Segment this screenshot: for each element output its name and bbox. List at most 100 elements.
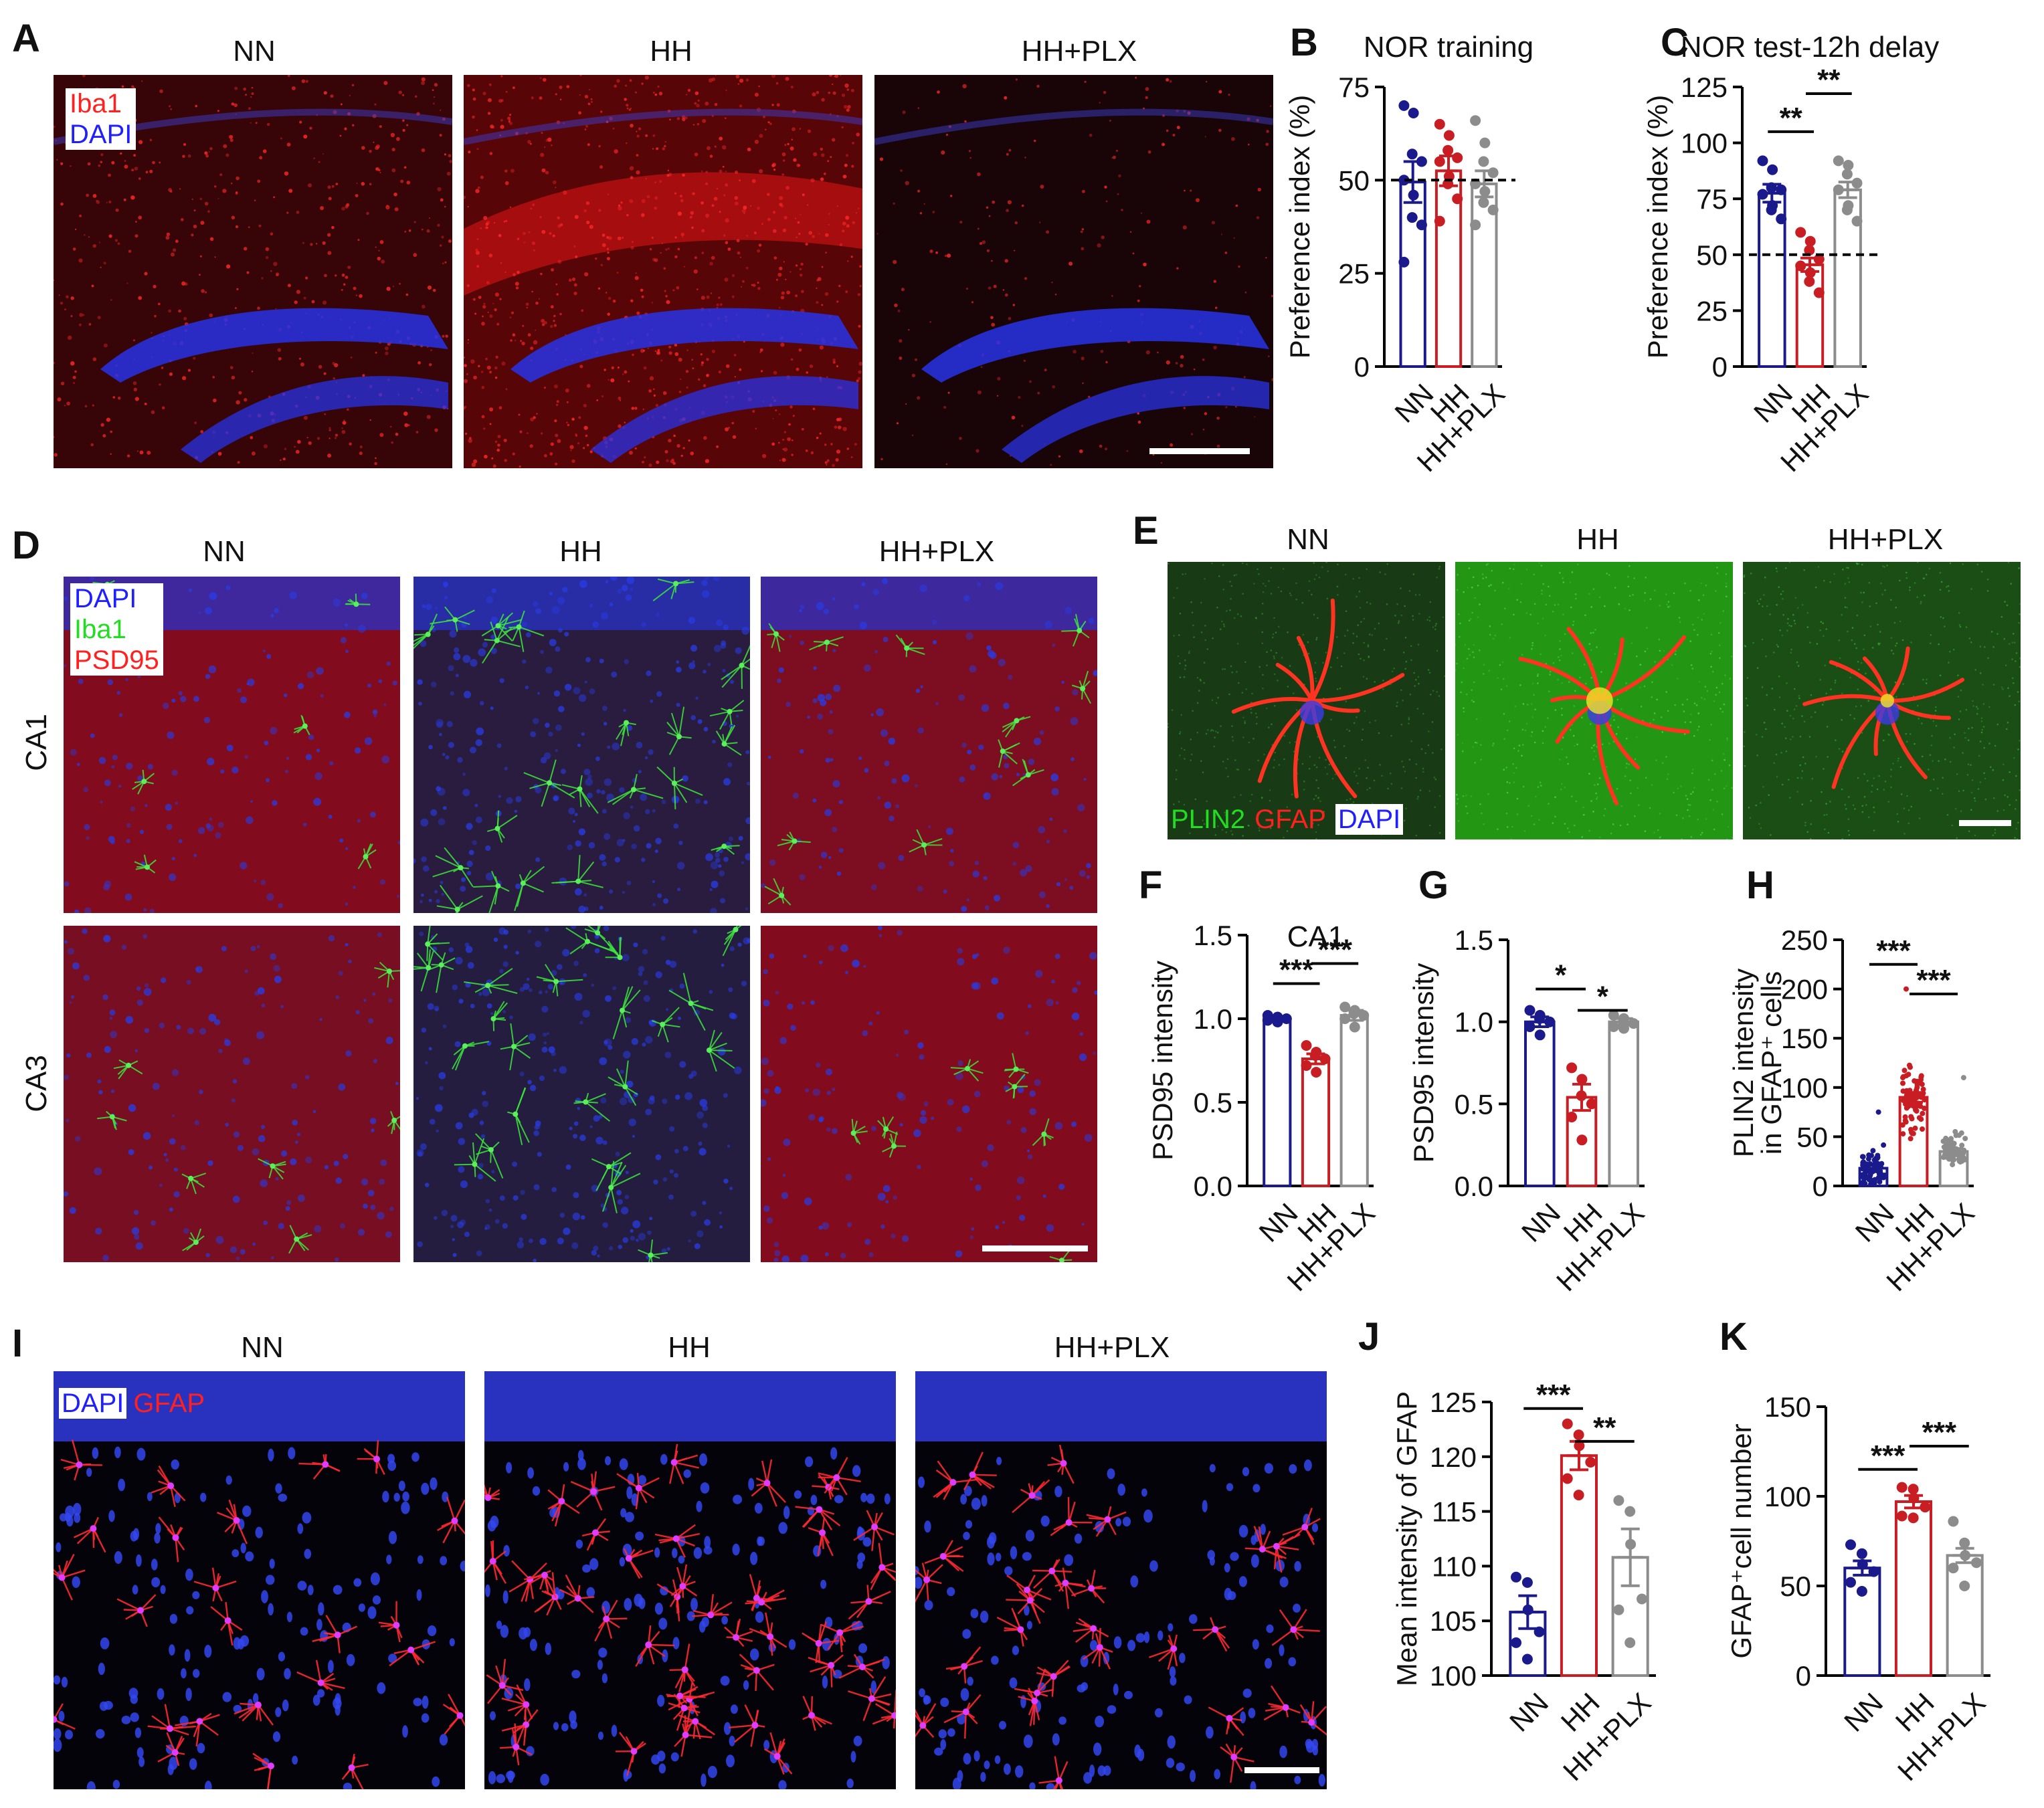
chart-h-point	[1959, 1142, 1965, 1148]
chart-h-point	[1903, 986, 1909, 992]
chart-k-ytick-label: 100	[1764, 1481, 1811, 1512]
chart-f-sig-label: ***	[1279, 954, 1314, 987]
chart-c-point	[1841, 169, 1853, 180]
chart-j-sig-label: ***	[1536, 1379, 1571, 1411]
chart-b-ytick-label: 75	[1338, 72, 1370, 103]
chart-f-point	[1301, 1060, 1312, 1071]
panel-d-row-ca1: CA1	[20, 714, 53, 771]
chart-j-point	[1562, 1418, 1573, 1429]
scale-bar-e	[1959, 820, 2011, 826]
chart-j-sig-label: **	[1593, 1411, 1616, 1444]
chart-b-error-bar	[1403, 160, 1422, 204]
chart-c-ylabel: Preference index (%)	[1646, 95, 1673, 359]
chart-h-ytick-label: 50	[1796, 1121, 1828, 1152]
panel-letter-a: A	[12, 17, 40, 60]
chart-k-ytick-label: 150	[1764, 1391, 1811, 1423]
chart-b-ytick-label: 50	[1338, 165, 1370, 196]
panel-i-title-hh: HH	[668, 1331, 711, 1364]
chart-b-point	[1487, 167, 1499, 179]
chart-b-ylabel: Preference index (%)	[1285, 95, 1315, 359]
chart-b-point	[1406, 148, 1418, 160]
chart-h-point	[1875, 1109, 1881, 1115]
chart-h-point	[1870, 1148, 1876, 1154]
chart-j-point	[1613, 1495, 1624, 1506]
chart-b-point	[1470, 219, 1481, 231]
chart-j-ytick-label: 110	[1432, 1550, 1477, 1582]
panel-a-title-hh: HH	[650, 35, 692, 68]
chart-k-point	[1896, 1510, 1908, 1522]
micrograph-a-hhplx	[874, 75, 1273, 468]
micrograph-d-ca3-nn	[64, 926, 400, 1262]
chart-h-point	[1906, 1072, 1912, 1078]
panel-letter-i: I	[12, 1322, 23, 1365]
legend-a: Iba1 DAPI	[66, 88, 136, 150]
chart-c-ytick-label: 75	[1696, 183, 1728, 215]
chart-b-point	[1406, 212, 1418, 223]
chart-h-point	[1899, 1122, 1906, 1128]
chart-k-sig-label: ***	[1922, 1416, 1957, 1449]
chart-b-point	[1452, 193, 1463, 205]
chart-h-point	[1900, 1075, 1906, 1081]
panel-letter-f: F	[1139, 866, 1162, 907]
chart-k-point	[1896, 1482, 1908, 1493]
chart-k-ytick-label: 50	[1780, 1571, 1811, 1602]
chart-c-ytick-label: 0	[1712, 351, 1728, 383]
chart-j-ytick-label: 125	[1430, 1387, 1477, 1418]
chart-f-ytick-label: 0.5	[1194, 1087, 1232, 1118]
chart-h-point	[1956, 1156, 1962, 1162]
chart-h-ytick-label: 200	[1781, 974, 1828, 1005]
legend-i: DAPI GFAP	[59, 1388, 205, 1419]
micrograph-i-nn	[54, 1371, 465, 1789]
chart-h-point	[1947, 1139, 1953, 1145]
chart-h-point	[1960, 1075, 1966, 1081]
chart-j-point	[1585, 1457, 1596, 1468]
chart-j-point	[1624, 1506, 1636, 1517]
chart-b-point	[1408, 108, 1419, 118]
legend-a-dapi: DAPI	[70, 120, 132, 149]
micrograph-i-hh	[484, 1371, 896, 1789]
chart-f-title: CA1	[1287, 920, 1345, 953]
chart-b-point	[1398, 100, 1410, 111]
chart-j-category-label: NN	[1503, 1687, 1554, 1738]
chart-b-point	[1443, 144, 1454, 156]
chart-b-point	[1470, 115, 1481, 126]
chart-h-ylabel-1: in GFAP⁺ cells	[1756, 971, 1787, 1154]
panel-d-title-hhplx: HH+PLX	[878, 535, 995, 568]
chart-j-point	[1521, 1653, 1533, 1665]
chart-c-point	[1766, 204, 1777, 215]
chart-g-point	[1586, 1098, 1597, 1110]
chart-h-point	[1918, 1074, 1924, 1080]
chart-g-point	[1534, 1029, 1546, 1041]
chart-j-point	[1521, 1577, 1533, 1588]
chart-c-point	[1841, 204, 1853, 215]
chart-f-point	[1349, 1021, 1360, 1033]
panel-d-title-hh: HH	[559, 535, 602, 568]
chart-h-point	[1962, 1136, 1968, 1142]
chart-k-point	[1959, 1581, 1970, 1591]
chart-g-error-bar	[1613, 1017, 1634, 1027]
chart-b: B NOR training Preference index (%) 0 25 50 75…	[1285, 23, 1534, 478]
chart-c-error-bar	[1762, 183, 1782, 204]
chart-j-error-bar	[1515, 1594, 1541, 1630]
chart-h-point	[1908, 1114, 1914, 1120]
chart-b-ytick-label: 0	[1354, 351, 1370, 383]
chart-f-bar-hh	[1301, 1058, 1331, 1187]
chart-c-ytick-label: 100	[1681, 128, 1728, 159]
panel-letter-c: C	[1661, 23, 1689, 64]
chart-g-point	[1566, 1062, 1578, 1074]
panel-a-title-nn: NN	[233, 35, 276, 68]
chart-c-point	[1804, 276, 1815, 287]
micrograph-e-hhplx	[1743, 562, 2021, 839]
chart-k-point	[1908, 1484, 1919, 1495]
chart-j-point	[1613, 1604, 1624, 1615]
chart-c-point	[1851, 215, 1863, 227]
chart-h-point	[1914, 1103, 1920, 1109]
scale-bar-a	[1149, 448, 1250, 454]
panel-letter-b: B	[1290, 23, 1318, 64]
chart-c-error-bar	[1800, 256, 1819, 273]
micrograph-d-ca3-hh	[413, 926, 750, 1262]
chart-h-point	[1953, 1132, 1959, 1138]
chart-b-point	[1479, 137, 1491, 148]
